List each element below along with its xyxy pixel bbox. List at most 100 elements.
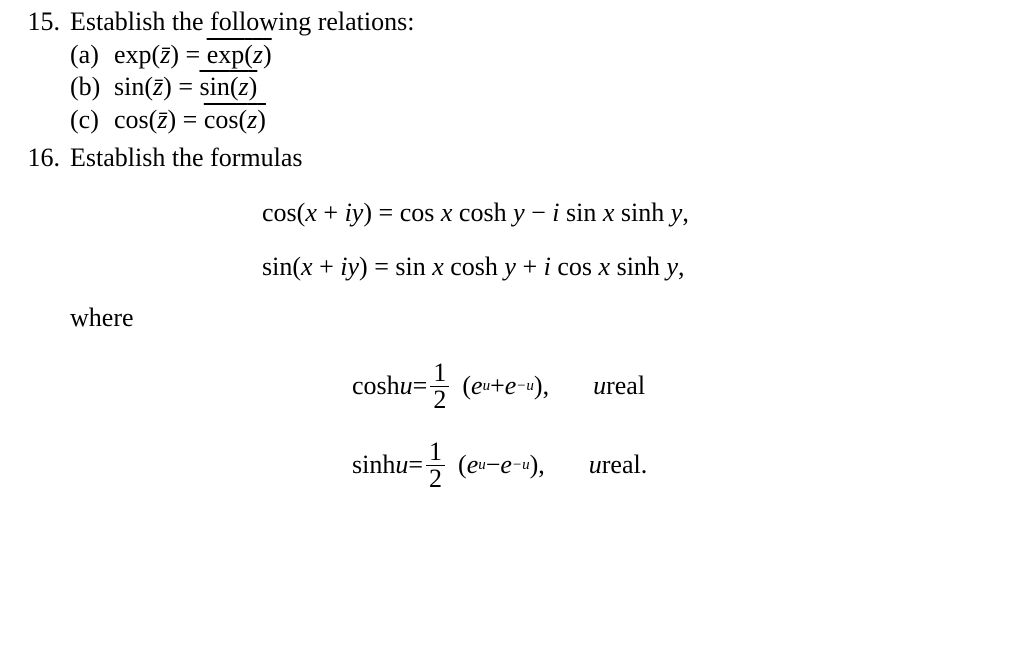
problem-prompt: Establish the formulas (70, 142, 303, 175)
var: i (544, 252, 551, 281)
arg: z (247, 105, 257, 134)
fn: cos (551, 252, 599, 281)
fn: cos (262, 198, 297, 227)
fn: cosh (352, 370, 400, 403)
var: e (500, 449, 512, 482)
fn: sin (560, 198, 603, 227)
problem-number: 15. (12, 6, 70, 39)
paren: ( (292, 252, 301, 281)
fn: sin (262, 252, 292, 281)
arg: z (253, 40, 263, 69)
numerator: 1 (426, 439, 445, 466)
problem-prompt: Establish the following relations: (70, 6, 414, 39)
denominator: 2 (426, 466, 445, 492)
var: x (432, 252, 444, 281)
arg: z (239, 72, 249, 101)
fn: sin (395, 252, 432, 281)
where-label: where (12, 302, 1004, 335)
op: + (516, 252, 544, 281)
exponent: −u (516, 377, 534, 396)
var: i (345, 198, 352, 227)
equals: = (186, 40, 201, 69)
part-label: (b) (12, 71, 114, 104)
equals: = (183, 105, 198, 134)
var: y (666, 252, 678, 281)
equals: = (372, 198, 400, 227)
equals: = (413, 370, 428, 403)
paren: ), (534, 370, 549, 403)
problem-15-c: (c) cos(z̄) = cos(z) (12, 104, 1004, 137)
op: + (317, 198, 345, 227)
fn: sinh (352, 449, 395, 482)
fn: sinh (610, 252, 666, 281)
problem-15-a: (a) exp(z̄) = exp(z) (12, 39, 1004, 72)
op: + (490, 370, 505, 403)
fn: sin (199, 72, 229, 101)
op: + (313, 252, 341, 281)
fn: cos (114, 105, 149, 134)
problem-15-header: 15. Establish the following relations: (12, 6, 1004, 39)
equation: sin(z̄) = sin(z) (114, 71, 257, 104)
exponent: u (478, 456, 486, 475)
fn: cosh (452, 198, 513, 227)
fn: sin (114, 72, 144, 101)
var: x (305, 198, 317, 227)
rhs-overline: sin(z) (199, 72, 257, 101)
numerator: 1 (430, 360, 449, 387)
arg: z̄ (157, 105, 167, 134)
equation-cos: cos(x + iy) = cos x cosh y − i sin x sin… (12, 197, 1004, 230)
equation-sin: sin(x + iy) = sin x cosh y + i cos x sin… (12, 251, 1004, 284)
exponent: −u (512, 456, 530, 475)
fn: cos (400, 198, 441, 227)
op: − (486, 449, 501, 482)
var: u (593, 370, 606, 403)
problem-16-header: 16. Establish the formulas (12, 142, 1004, 175)
fn: exp (114, 40, 152, 69)
fraction: 1 2 (426, 439, 445, 492)
var: x (301, 252, 313, 281)
definition-sinh: sinh u = 1 2 (eu − e−u), u real. (12, 439, 1004, 492)
equation: cos(z̄) = cos(z) (114, 104, 266, 137)
punct: , (678, 252, 685, 281)
part-label: (a) (12, 39, 114, 72)
var: u (589, 449, 602, 482)
page: 15. Establish the following relations: (… (0, 0, 1024, 492)
equals: = (178, 72, 193, 101)
fn: exp (207, 40, 245, 69)
definition-cosh: cosh u = 1 2 (eu + e−u), u real (12, 360, 1004, 413)
denominator: 2 (430, 387, 449, 413)
var: y (504, 252, 516, 281)
punct: , (682, 198, 689, 227)
var: e (467, 449, 479, 482)
var: i (552, 198, 559, 227)
var: x (599, 252, 611, 281)
var: y (513, 198, 525, 227)
var: x (603, 198, 615, 227)
fraction: 1 2 (430, 360, 449, 413)
paren: ) (363, 198, 372, 227)
rhs-overline: cos(z) (204, 105, 266, 134)
equals: = (368, 252, 396, 281)
fn: cosh (444, 252, 505, 281)
fn: sinh (614, 198, 670, 227)
rhs-overline: exp(z) (207, 40, 272, 69)
paren: ( (458, 449, 467, 482)
equation: exp(z̄) = exp(z) (114, 39, 272, 72)
note: real (606, 370, 645, 403)
op: − (525, 198, 553, 227)
var: u (395, 449, 408, 482)
var: y (671, 198, 683, 227)
problem-15-b: (b) sin(z̄) = sin(z) (12, 71, 1004, 104)
var: y (347, 252, 359, 281)
paren: ) (359, 252, 368, 281)
arg: z̄ (160, 40, 170, 69)
var: e (471, 370, 483, 403)
var: u (400, 370, 413, 403)
exponent: u (483, 377, 491, 396)
var: y (352, 198, 364, 227)
arg: z̄ (153, 72, 163, 101)
paren: ), (530, 449, 545, 482)
part-label: (c) (12, 104, 114, 137)
fn: cos (204, 105, 239, 134)
problem-number: 16. (12, 142, 70, 175)
